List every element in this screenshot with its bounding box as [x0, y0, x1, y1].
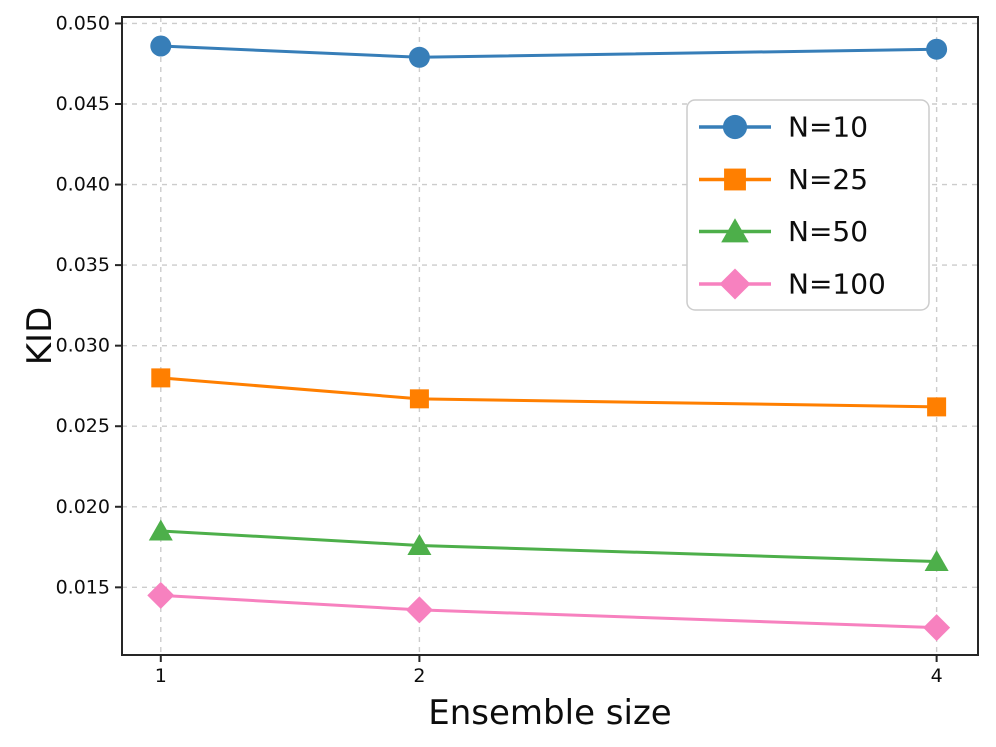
series-line-N=25	[159, 376, 939, 409]
legend-item-N=25: N=25	[699, 163, 868, 196]
y-tick-label-0.020: 0.020	[56, 496, 110, 518]
x-axis-label: Ensemble size	[428, 693, 671, 733]
y-axis-label: KID	[20, 307, 60, 366]
y-tick-label-0.045: 0.045	[56, 93, 110, 115]
marker-N=50-x4	[924, 550, 949, 572]
y-tick-label-0.035: 0.035	[56, 254, 110, 276]
legend-item-N=10: N=10	[699, 111, 868, 144]
marker-N=100-x4	[923, 614, 951, 642]
legend-box	[686, 99, 930, 311]
legend-label-N=25: N=25	[788, 163, 868, 196]
marker-N=10-x1	[150, 35, 172, 57]
legend-item-N=50: N=50	[699, 215, 868, 248]
x-tick-label-2: 2	[413, 665, 425, 687]
legend-marker-N=25	[724, 168, 746, 191]
marker-N=50-x2	[407, 533, 432, 555]
marker-N=25-x4	[927, 397, 947, 417]
plot-border	[121, 16, 979, 656]
y-tick-label-0.030: 0.030	[56, 335, 110, 357]
legend-marker-N=50	[721, 218, 749, 243]
series-line-N=10	[159, 44, 939, 59]
marker-N=100-x2	[405, 596, 433, 624]
y-tick-label-0.015: 0.015	[56, 576, 110, 598]
y-tick-label-0.040: 0.040	[56, 174, 110, 196]
x-tick-label-4: 4	[931, 665, 943, 687]
legend-marker-N=100	[719, 268, 751, 300]
marker-N=25-x2	[409, 389, 429, 409]
marker-N=100-x1	[147, 581, 175, 609]
marker-N=25-x1	[151, 368, 171, 388]
legend-label-N=50: N=50	[788, 215, 868, 248]
legend: N=10 N=25 N=50 N=100	[686, 99, 930, 311]
marker-N=10-x4	[926, 38, 948, 60]
legend-marker-N=10	[722, 114, 748, 140]
legend-label-N=100: N=100	[788, 268, 886, 301]
series-line-N=50	[159, 529, 939, 564]
legend-label-N=10: N=10	[788, 111, 868, 144]
marker-N=50-x1	[148, 519, 173, 541]
y-tick-label-0.050: 0.050	[56, 12, 110, 34]
x-tick-label-1: 1	[155, 665, 167, 687]
marker-N=10-x2	[408, 46, 430, 68]
series-line-N=100	[159, 593, 939, 630]
legend-item-N=100: N=100	[699, 268, 886, 301]
y-tick-label-0.025: 0.025	[56, 415, 110, 437]
